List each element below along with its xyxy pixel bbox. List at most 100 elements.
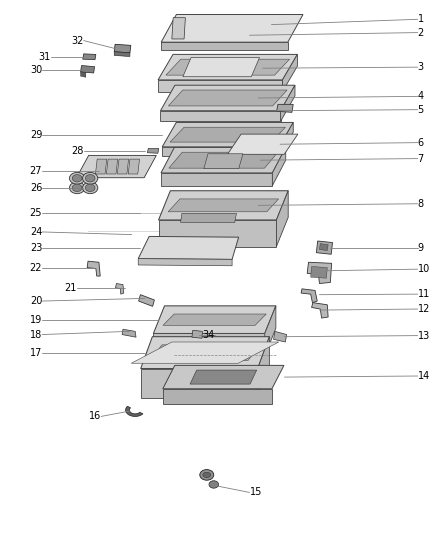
Polygon shape bbox=[170, 127, 286, 142]
Polygon shape bbox=[168, 90, 287, 106]
Polygon shape bbox=[272, 148, 286, 185]
Text: 27: 27 bbox=[30, 166, 42, 176]
Polygon shape bbox=[169, 152, 278, 168]
Polygon shape bbox=[81, 72, 86, 77]
Polygon shape bbox=[158, 80, 283, 92]
Polygon shape bbox=[163, 314, 266, 325]
Polygon shape bbox=[159, 220, 276, 247]
Polygon shape bbox=[276, 191, 288, 247]
Polygon shape bbox=[141, 368, 258, 398]
Polygon shape bbox=[316, 241, 332, 254]
Text: 30: 30 bbox=[30, 65, 42, 75]
Polygon shape bbox=[117, 159, 129, 174]
Polygon shape bbox=[131, 342, 279, 364]
Text: 34: 34 bbox=[202, 329, 215, 340]
Text: 26: 26 bbox=[30, 183, 42, 193]
Polygon shape bbox=[126, 406, 143, 416]
Ellipse shape bbox=[82, 182, 98, 193]
Text: 25: 25 bbox=[30, 208, 42, 219]
Polygon shape bbox=[227, 134, 298, 155]
Polygon shape bbox=[258, 337, 269, 398]
Polygon shape bbox=[161, 42, 288, 50]
Text: 18: 18 bbox=[30, 329, 42, 340]
Polygon shape bbox=[160, 85, 295, 111]
Ellipse shape bbox=[82, 172, 98, 184]
Polygon shape bbox=[153, 306, 276, 334]
Text: 20: 20 bbox=[30, 296, 42, 306]
Polygon shape bbox=[281, 85, 295, 122]
Text: 28: 28 bbox=[71, 146, 84, 156]
Polygon shape bbox=[158, 54, 297, 80]
Ellipse shape bbox=[85, 174, 95, 182]
Text: 29: 29 bbox=[30, 130, 42, 140]
Polygon shape bbox=[163, 366, 284, 389]
Polygon shape bbox=[161, 14, 303, 42]
Text: 23: 23 bbox=[30, 243, 42, 253]
Polygon shape bbox=[279, 123, 293, 157]
Polygon shape bbox=[166, 59, 290, 75]
Polygon shape bbox=[311, 266, 327, 278]
Polygon shape bbox=[138, 259, 232, 266]
Polygon shape bbox=[277, 104, 293, 112]
Polygon shape bbox=[265, 306, 276, 356]
Polygon shape bbox=[301, 289, 317, 303]
Polygon shape bbox=[106, 159, 118, 174]
Polygon shape bbox=[162, 389, 272, 403]
Text: 14: 14 bbox=[418, 371, 430, 381]
Text: 21: 21 bbox=[65, 283, 77, 293]
Text: 16: 16 bbox=[89, 411, 101, 422]
Polygon shape bbox=[183, 58, 259, 77]
Text: 6: 6 bbox=[418, 138, 424, 148]
Polygon shape bbox=[162, 123, 293, 147]
Polygon shape bbox=[153, 334, 265, 356]
Polygon shape bbox=[150, 345, 260, 360]
Polygon shape bbox=[307, 262, 332, 284]
Polygon shape bbox=[311, 303, 328, 318]
Polygon shape bbox=[122, 329, 136, 337]
Polygon shape bbox=[162, 147, 279, 157]
Polygon shape bbox=[161, 148, 286, 173]
Polygon shape bbox=[83, 54, 96, 60]
Ellipse shape bbox=[209, 481, 219, 488]
Polygon shape bbox=[139, 295, 154, 306]
Text: 2: 2 bbox=[418, 28, 424, 38]
Polygon shape bbox=[274, 332, 287, 342]
Text: 11: 11 bbox=[418, 289, 430, 299]
Text: 10: 10 bbox=[418, 264, 430, 274]
Text: 24: 24 bbox=[30, 227, 42, 237]
Polygon shape bbox=[148, 149, 159, 154]
Polygon shape bbox=[114, 52, 130, 56]
Polygon shape bbox=[114, 44, 131, 53]
Polygon shape bbox=[138, 237, 239, 260]
Ellipse shape bbox=[85, 184, 95, 191]
Polygon shape bbox=[172, 18, 185, 39]
Text: 1: 1 bbox=[418, 14, 424, 25]
Text: 32: 32 bbox=[71, 36, 84, 45]
Polygon shape bbox=[128, 159, 140, 174]
Polygon shape bbox=[87, 261, 100, 276]
Polygon shape bbox=[141, 337, 269, 368]
Polygon shape bbox=[319, 244, 328, 251]
Polygon shape bbox=[95, 159, 107, 174]
Polygon shape bbox=[116, 284, 124, 294]
Polygon shape bbox=[159, 191, 288, 220]
Text: 22: 22 bbox=[30, 263, 42, 272]
Text: 17: 17 bbox=[30, 348, 42, 358]
Text: 19: 19 bbox=[30, 314, 42, 325]
Ellipse shape bbox=[200, 470, 214, 480]
Text: 15: 15 bbox=[250, 488, 262, 497]
Text: 4: 4 bbox=[418, 91, 424, 101]
Polygon shape bbox=[161, 173, 272, 185]
Ellipse shape bbox=[72, 174, 82, 182]
Text: 3: 3 bbox=[418, 62, 424, 72]
Polygon shape bbox=[204, 154, 243, 168]
Text: 7: 7 bbox=[418, 154, 424, 164]
Polygon shape bbox=[77, 156, 156, 177]
Ellipse shape bbox=[70, 182, 85, 193]
Text: 8: 8 bbox=[418, 199, 424, 209]
Text: 5: 5 bbox=[418, 104, 424, 115]
Polygon shape bbox=[192, 330, 202, 338]
Polygon shape bbox=[190, 370, 257, 384]
Polygon shape bbox=[168, 199, 279, 212]
Polygon shape bbox=[283, 54, 297, 92]
